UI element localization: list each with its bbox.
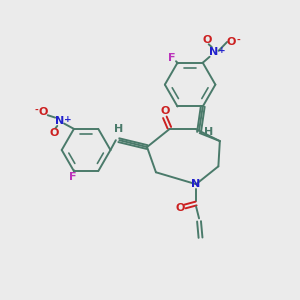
Text: F: F [69,172,76,182]
Text: H: H [204,127,213,137]
Text: +: + [64,115,71,124]
Text: O: O [202,35,212,45]
Text: H: H [114,124,123,134]
Text: -: - [236,36,240,45]
Text: F: F [168,53,176,63]
Text: N: N [191,179,201,189]
Text: O: O [175,203,184,213]
Text: O: O [39,107,48,117]
Text: O: O [160,106,170,116]
Text: +: + [218,46,225,55]
Text: N: N [208,47,218,57]
Text: N: N [55,116,64,126]
Text: O: O [227,37,236,47]
Text: O: O [49,128,58,138]
Text: -: - [35,106,39,115]
